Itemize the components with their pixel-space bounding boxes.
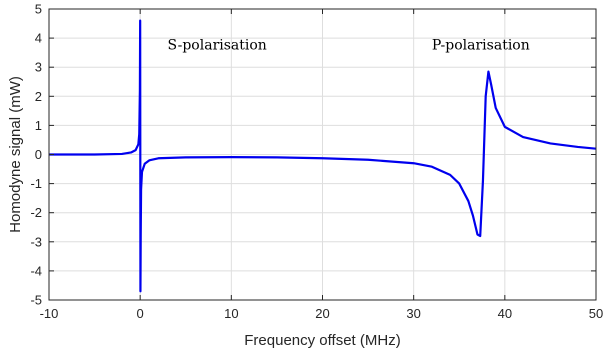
y-tick-label: 5 xyxy=(35,2,42,17)
x-tick-label: 10 xyxy=(224,306,238,321)
y-tick-label: 4 xyxy=(35,31,42,46)
x-tick-label: 0 xyxy=(137,306,144,321)
x-axis-title: Frequency offset (MHz) xyxy=(244,332,400,349)
y-tick-label: -3 xyxy=(30,234,42,249)
x-tick-label: 30 xyxy=(406,306,420,321)
x-tick-label: -10 xyxy=(40,306,59,321)
annotations: S-polarisation P-polarisation xyxy=(168,38,530,54)
y-tick-label: -2 xyxy=(30,205,42,220)
y-tick-label: 2 xyxy=(35,89,42,104)
annotation-s-polarisation: S-polarisation xyxy=(168,38,267,54)
x-tick-label: 50 xyxy=(589,306,603,321)
annotation-p-polarisation: P-polarisation xyxy=(432,38,530,54)
y-tick-label: 3 xyxy=(35,60,42,75)
y-axis-title: Homodyne signal (mW) xyxy=(7,76,24,233)
x-tick-label: 40 xyxy=(498,306,512,321)
y-tick-label: -5 xyxy=(30,293,42,308)
x-tick-label: 20 xyxy=(315,306,329,321)
y-tick-label: 0 xyxy=(35,147,42,162)
y-tick-label: 1 xyxy=(35,118,42,133)
y-tick-label: -1 xyxy=(30,176,42,191)
y-tick-label: -4 xyxy=(30,263,42,278)
